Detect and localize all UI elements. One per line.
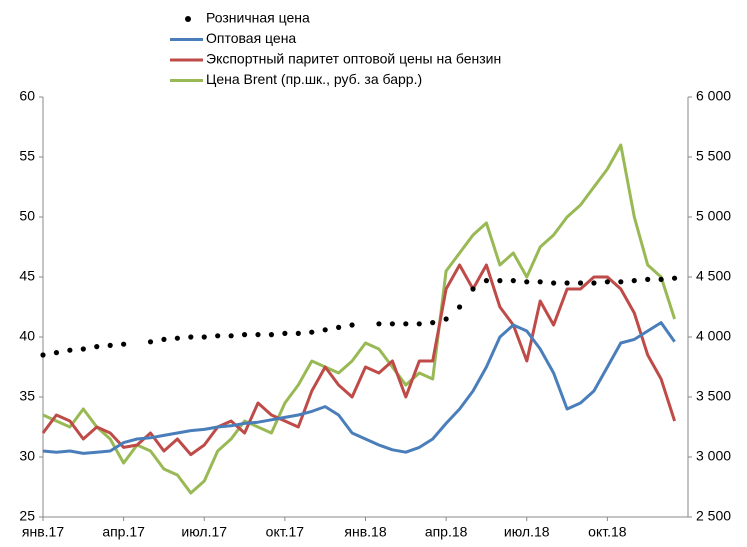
retail-dot [40, 352, 46, 358]
retail-dot [268, 332, 275, 338]
y2-tick-label: 5 000 [696, 208, 731, 224]
retail-dot [551, 280, 557, 286]
retail-dot [470, 286, 476, 292]
retail-dot [121, 341, 127, 347]
retail-dot [403, 321, 409, 327]
retail-dot [510, 278, 516, 284]
retail-dot [671, 275, 678, 281]
retail-dot [201, 334, 207, 340]
y-tick-label: 60 [19, 88, 35, 104]
retail-dot [309, 329, 315, 335]
retail-dot [282, 330, 288, 336]
retail-dot [524, 279, 530, 285]
retail-dot [228, 333, 234, 339]
retail-dot [497, 278, 503, 284]
x-tick-label: апр.17 [102, 524, 145, 540]
x-tick-label: янв.18 [344, 524, 386, 540]
retail-dot [456, 304, 463, 310]
retail-dot [336, 324, 342, 330]
retail-dot [618, 279, 624, 285]
x-tick-label: апр.18 [425, 524, 468, 540]
retail-dot [107, 342, 113, 348]
x-tick-label: янв.17 [22, 524, 64, 540]
legend-marker [185, 16, 191, 22]
retail-dot [174, 335, 180, 341]
retail-dot [53, 350, 60, 356]
x-tick-label: июл.17 [181, 524, 227, 540]
retail-dot [255, 332, 261, 338]
retail-dot [295, 330, 301, 336]
y2-tick-label: 4 000 [696, 328, 731, 344]
retail-dot [161, 336, 167, 342]
retail-dot [577, 280, 584, 286]
retail-dot [443, 316, 449, 322]
retail-dot [658, 276, 664, 282]
retail-dot [416, 321, 422, 327]
legend-label: Экспортный паритет оптовой цены на бензи… [206, 51, 501, 67]
retail-dot [376, 321, 382, 327]
retail-dot [94, 344, 100, 350]
y2-tick-label: 2 500 [696, 508, 731, 524]
retail-dot [241, 332, 248, 338]
retail-dot [215, 333, 221, 339]
y2-tick-label: 3 000 [696, 448, 731, 464]
legend-label: Цена Brent (пр.шк., руб. за барр.) [206, 71, 422, 87]
y-tick-label: 25 [19, 508, 35, 524]
retail-dot [430, 320, 436, 326]
legend-label: Оптовая цена [206, 30, 296, 46]
x-tick-label: окт.17 [266, 524, 305, 540]
retail-dot [645, 276, 651, 282]
retail-dot [80, 346, 86, 352]
series-line [42, 143, 677, 495]
retail-dot [322, 327, 328, 333]
retail-dot [631, 278, 637, 284]
retail-dot [604, 279, 610, 285]
series-line [41, 263, 677, 457]
y2-tick-label: 3 500 [696, 388, 731, 404]
y-tick-label: 55 [19, 148, 35, 164]
series-line [42, 321, 676, 455]
retail-dot [591, 280, 597, 286]
retail-dot [67, 347, 73, 353]
y2-tick-label: 5 500 [696, 148, 731, 164]
x-tick-label: окт.18 [588, 524, 627, 540]
y-tick-label: 35 [19, 388, 35, 404]
retail-dot [389, 321, 395, 327]
retail-dot [483, 278, 490, 284]
y-tick-label: 40 [19, 328, 35, 344]
retail-dot [349, 322, 355, 328]
retail-dot [537, 279, 543, 285]
y-tick-label: 30 [19, 448, 35, 464]
y2-tick-label: 6 000 [696, 88, 731, 104]
retail-dot [188, 334, 194, 340]
y-tick-label: 45 [19, 268, 35, 284]
x-tick-label: июл.18 [504, 524, 550, 540]
y2-tick-label: 4 500 [696, 268, 731, 284]
y-tick-label: 50 [19, 208, 35, 224]
retail-dot [147, 339, 154, 345]
retail-dot [564, 280, 570, 286]
legend-label: Розничная цена [206, 10, 310, 26]
